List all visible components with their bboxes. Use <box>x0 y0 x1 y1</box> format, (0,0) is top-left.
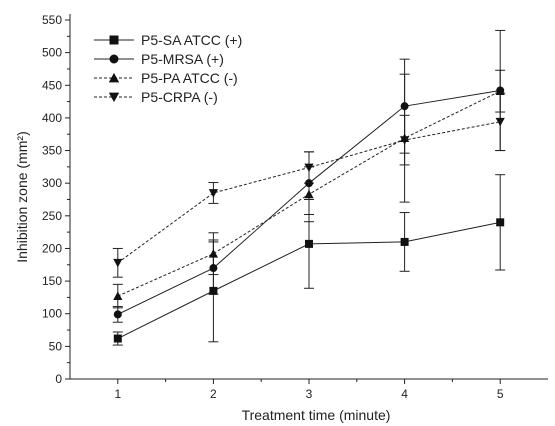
data-point <box>113 291 123 301</box>
y-tick-label: 300 <box>42 176 62 190</box>
data-markers <box>113 86 505 343</box>
y-tick-label: 150 <box>42 274 62 288</box>
y-axis-label: Inhibition zone (mm²) <box>14 131 30 263</box>
y-tick-label: 550 <box>42 13 62 27</box>
y-tick-label: 0 <box>55 372 62 386</box>
data-point <box>113 334 122 343</box>
data-point <box>209 264 218 273</box>
y-tick-label: 100 <box>42 307 62 321</box>
x-tick-label: 5 <box>497 387 504 401</box>
x-tick-label: 4 <box>401 387 408 401</box>
legend-label: P5-PA ATCC (-) <box>141 70 238 86</box>
x-tick-label: 2 <box>210 387 217 401</box>
x-axis-label: Treatment time (minute) <box>242 407 391 423</box>
data-point <box>113 258 123 268</box>
data-point <box>304 163 314 173</box>
data-point <box>400 102 409 111</box>
legend-marker <box>109 54 119 64</box>
data-point <box>496 218 505 227</box>
data-point <box>304 189 314 199</box>
y-tick-label: 400 <box>42 111 62 125</box>
data-point <box>400 136 410 145</box>
y-tick-label: 50 <box>49 339 63 353</box>
data-point <box>495 86 505 96</box>
legend-label: P5-SA ATCC (+) <box>141 32 242 48</box>
legend-marker <box>108 72 120 83</box>
y-tick-label: 200 <box>42 241 62 255</box>
x-tick-label: 3 <box>306 387 313 401</box>
legend-label: P5-CRPA (-) <box>141 89 218 105</box>
legend-marker <box>109 35 119 45</box>
x-tick-label: 1 <box>114 387 121 401</box>
data-point <box>495 117 505 127</box>
y-tick-label: 450 <box>42 78 62 92</box>
legend: P5-SA ATCC (+) P5-MRSA (+) P5-PA ATCC (-) P… <box>94 32 242 105</box>
legend-marker <box>108 92 120 103</box>
data-point <box>208 249 218 258</box>
legend-label: P5-MRSA (+) <box>141 51 224 67</box>
y-tick-label: 500 <box>42 46 62 60</box>
y-tick-label: 250 <box>42 209 62 223</box>
data-point <box>113 310 122 319</box>
data-point <box>305 179 313 188</box>
y-tick-label: 350 <box>42 144 62 158</box>
data-point <box>400 237 409 246</box>
data-point <box>305 239 313 248</box>
data-point <box>209 286 218 295</box>
data-point <box>208 189 218 198</box>
